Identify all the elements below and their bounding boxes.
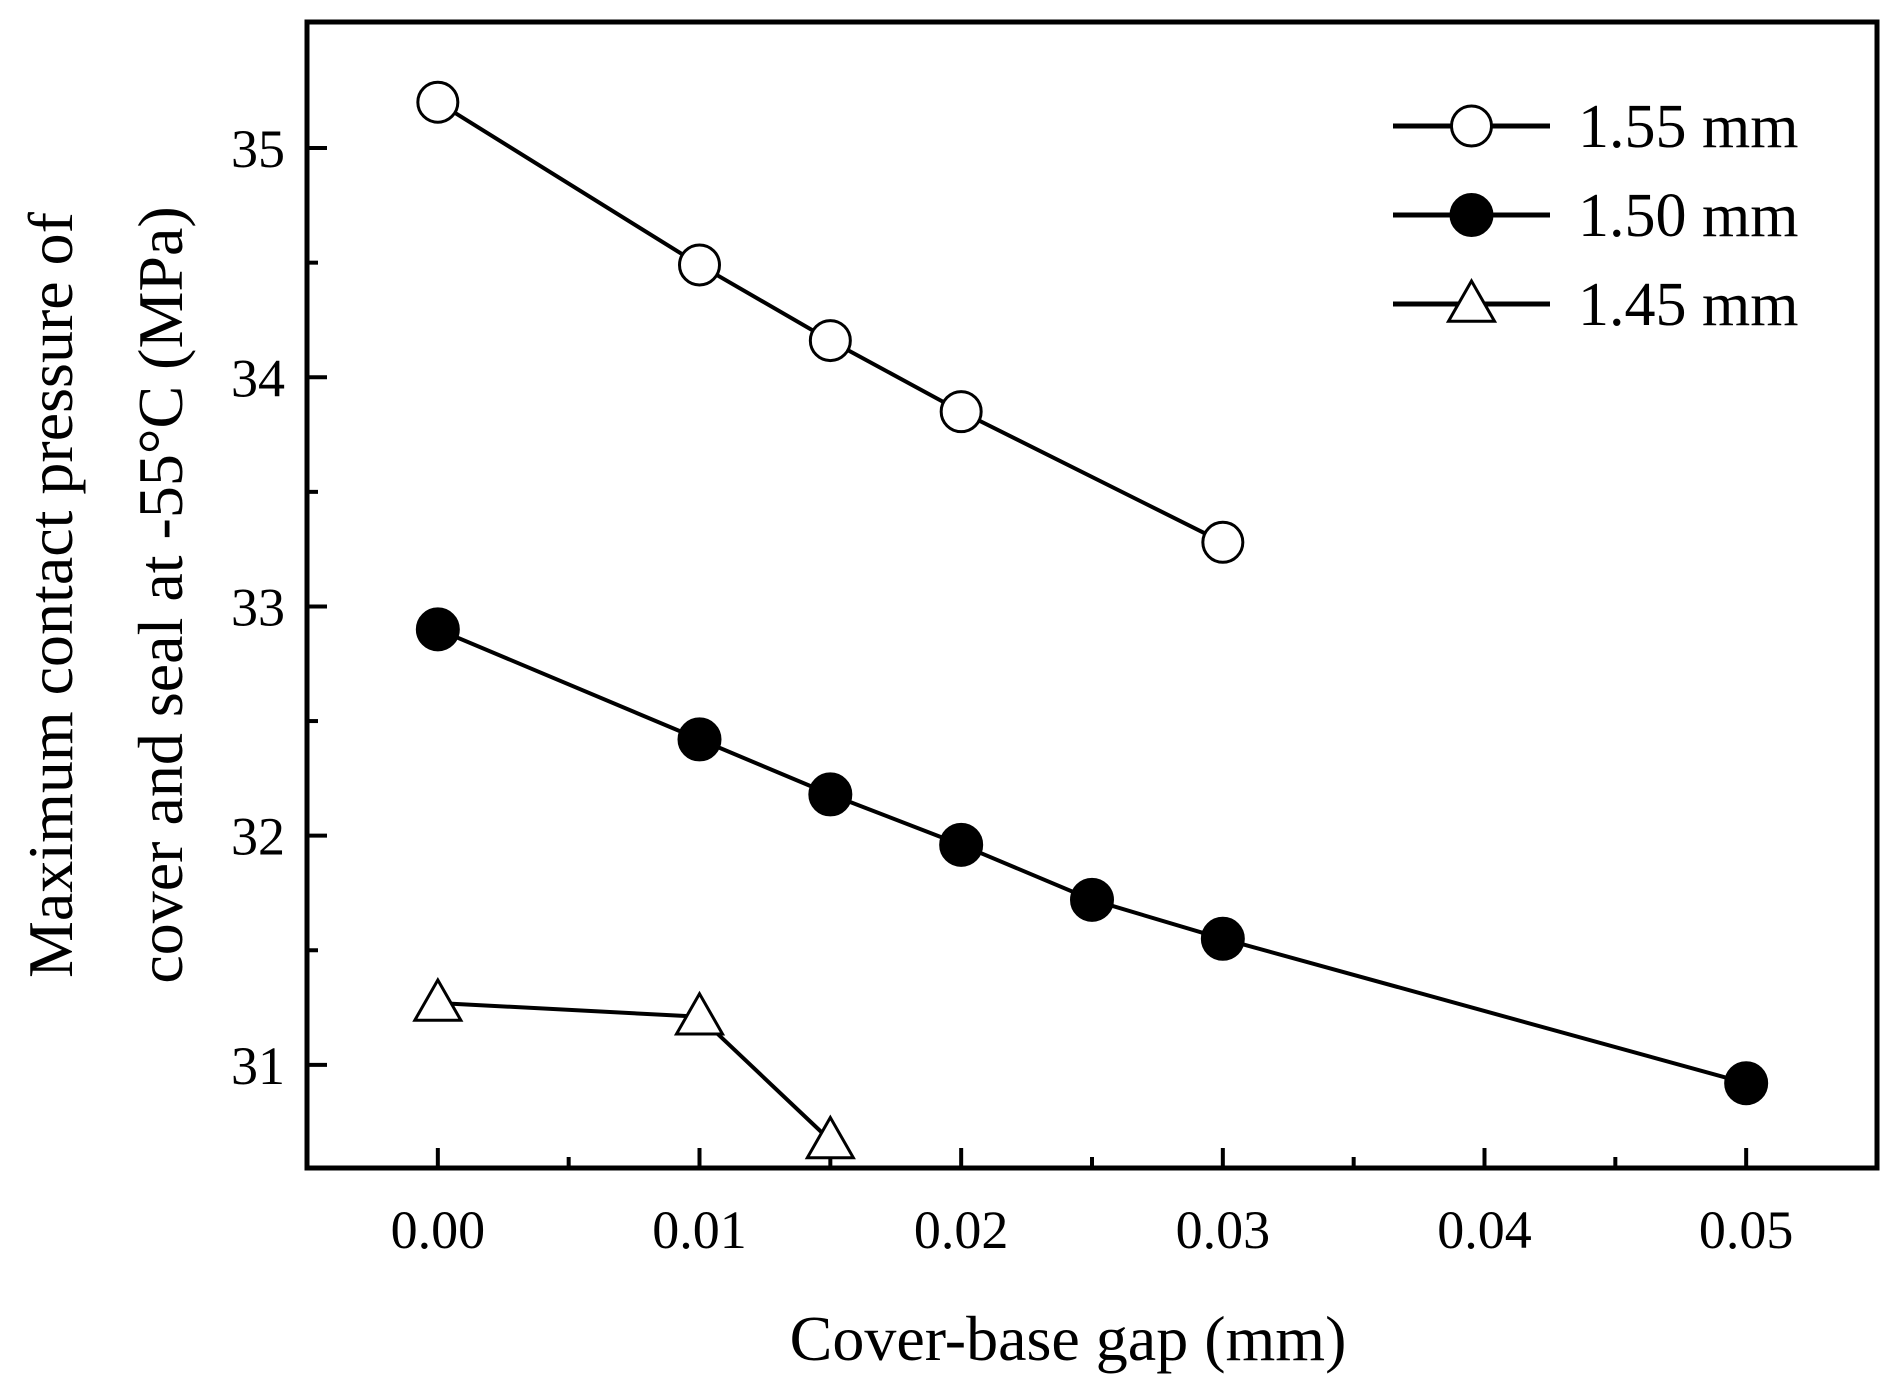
y-tick-label: 35 [231,119,285,179]
series-1 [416,80,1245,564]
legend-label: 1.50 mm [1578,182,1798,250]
x-tick-label: 0.05 [1699,1200,1794,1260]
x-tick-label: 0.02 [914,1200,1009,1260]
x-tick-label: 0.01 [652,1200,747,1260]
series-2 [415,607,1769,1106]
series-layer [412,80,1769,1160]
legend-marker [1449,193,1494,237]
data-point [1200,916,1245,961]
x-tick-label: 0.04 [1437,1200,1532,1260]
legend-entry: 1.50 mm [1393,182,1798,250]
data-point [416,80,460,124]
x-tick-label: 0.00 [391,1200,486,1260]
x-tick-label: 0.03 [1176,1200,1271,1260]
y-tick-label: 32 [231,807,285,867]
data-point [1070,877,1114,922]
data-point [412,976,464,1022]
data-point [1201,520,1245,564]
data-point [808,319,852,363]
data-point [939,390,983,434]
legend-label: 1.45 mm [1578,271,1798,339]
data-point [804,1114,856,1160]
data-point [415,607,460,652]
data-point [673,990,726,1036]
legend-entry: 1.55 mm [1393,93,1798,161]
legend-entry: 1.45 mm [1393,271,1798,339]
series-3 [412,976,856,1160]
data-point [808,772,853,817]
y-tick-label: 34 [231,348,285,408]
y-tick-label: 31 [231,1036,285,1096]
legend-marker [1450,104,1493,148]
data-point [939,822,984,867]
legend-label: 1.55 mm [1578,93,1798,161]
data-point [677,717,722,762]
data-point [1724,1061,1769,1106]
y-tick-label: 33 [231,577,285,637]
y-axis-title-line-1: Maximum contact pressure of [15,211,86,978]
legend-marker [1445,277,1498,323]
axis-ticks: 0.00 0.01 0.02 0.03 0.04 0.05 31 32 33 34 35 [231,119,1793,1260]
x-axis-title: Cover-base gap (mm) [790,1303,1347,1374]
legend: 1.55 mm 1.50 mm 1.45 mm [1393,93,1798,339]
data-point [678,243,721,287]
y-axis-title-line-2: cover and seal at -55°C (MPa) [125,206,196,983]
series-line [437,1000,832,1142]
